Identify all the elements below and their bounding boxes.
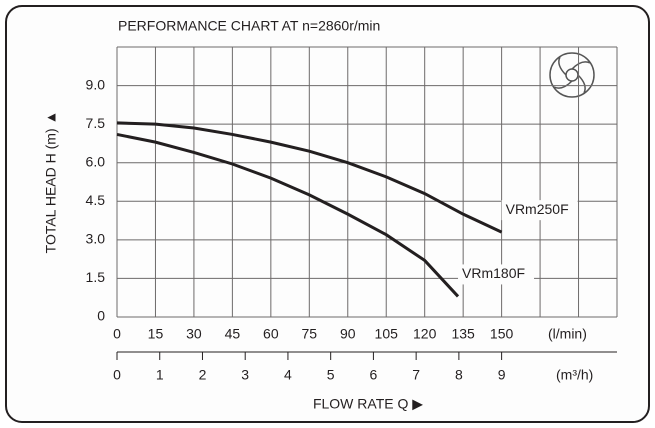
x2-tick-label: 3	[241, 367, 249, 383]
x2-tick-label: 1	[156, 367, 164, 383]
x2-tick-label: 7	[412, 367, 420, 383]
x2-tick-label: 8	[455, 367, 463, 383]
y-axis-title: TOTAL HEAD H (m) ▲	[43, 111, 59, 254]
x-tick-label: 135	[451, 326, 475, 342]
x2-tick-label: 9	[498, 367, 506, 383]
x2-unit: (m³/h)	[556, 367, 593, 383]
x2-tick-label: 6	[370, 367, 378, 383]
series-label: VRm250F	[506, 201, 569, 217]
x-tick-label: 105	[375, 326, 399, 342]
x-tick-label: 60	[263, 326, 279, 342]
y-tick-label: 9.0	[86, 76, 106, 92]
x-tick-label: 120	[413, 326, 437, 342]
y-tick-label: 7.5	[86, 115, 106, 131]
x-tick-label: 150	[490, 326, 514, 342]
series-label: VRm180F	[462, 265, 525, 281]
x2-tick-label: 5	[327, 367, 335, 383]
x-tick-label: 30	[186, 326, 202, 342]
x2-tick-label: 0	[113, 367, 121, 383]
x2-tick-label: 2	[199, 367, 207, 383]
y-tick-label: 6.0	[86, 153, 106, 169]
x-tick-label: 15	[148, 326, 164, 342]
y-tick-label: 1.5	[86, 269, 106, 285]
y-tick-label: 0	[97, 308, 105, 324]
y-tick-label: 3.0	[86, 231, 106, 247]
chart: PERFORMANCE CHART AT n=2860r/min TOTAL H…	[0, 0, 655, 428]
x-tick-label: 90	[340, 326, 356, 342]
chart-title: PERFORMANCE CHART AT n=2860r/min	[118, 18, 380, 34]
x-tick-label: 75	[302, 326, 318, 342]
x-axis-title: FLOW RATE Q ▶	[313, 396, 423, 412]
x-tick-label: 45	[225, 326, 241, 342]
page: {"chart_data": {"type": "line", "title":…	[0, 0, 655, 428]
y-tick-label: 4.5	[86, 192, 106, 208]
x-tick-label: 0	[113, 326, 121, 342]
x-unit: (l/min)	[548, 326, 587, 342]
x2-tick-label: 4	[284, 367, 292, 383]
